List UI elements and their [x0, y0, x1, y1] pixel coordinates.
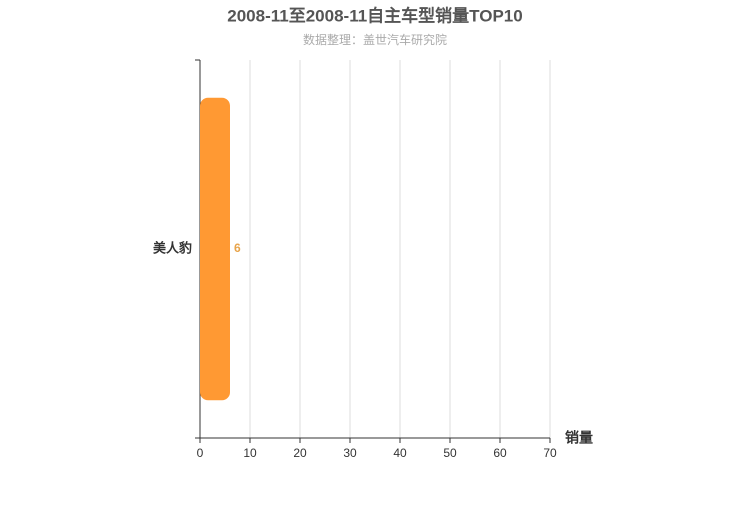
chart-subtitle: 数据整理：盖世汽车研究院 — [303, 32, 447, 47]
chart-title: 2008-11至2008-11自主车型销量TOP10 — [227, 5, 522, 25]
x-tick-label: 70 — [543, 446, 557, 460]
x-tick-label: 30 — [343, 446, 357, 460]
x-tick-label: 50 — [443, 446, 457, 460]
x-tick-label: 40 — [393, 446, 407, 460]
x-tick-label: 60 — [493, 446, 507, 460]
x-tick-label: 10 — [243, 446, 257, 460]
value-label: 6 — [234, 241, 241, 255]
x-axis-label: 销量 — [565, 430, 593, 446]
bar — [200, 97, 230, 401]
x-tick-label: 20 — [293, 446, 307, 460]
y-tick-label: 美人豹 — [153, 240, 192, 255]
x-tick-label: 0 — [197, 446, 204, 460]
